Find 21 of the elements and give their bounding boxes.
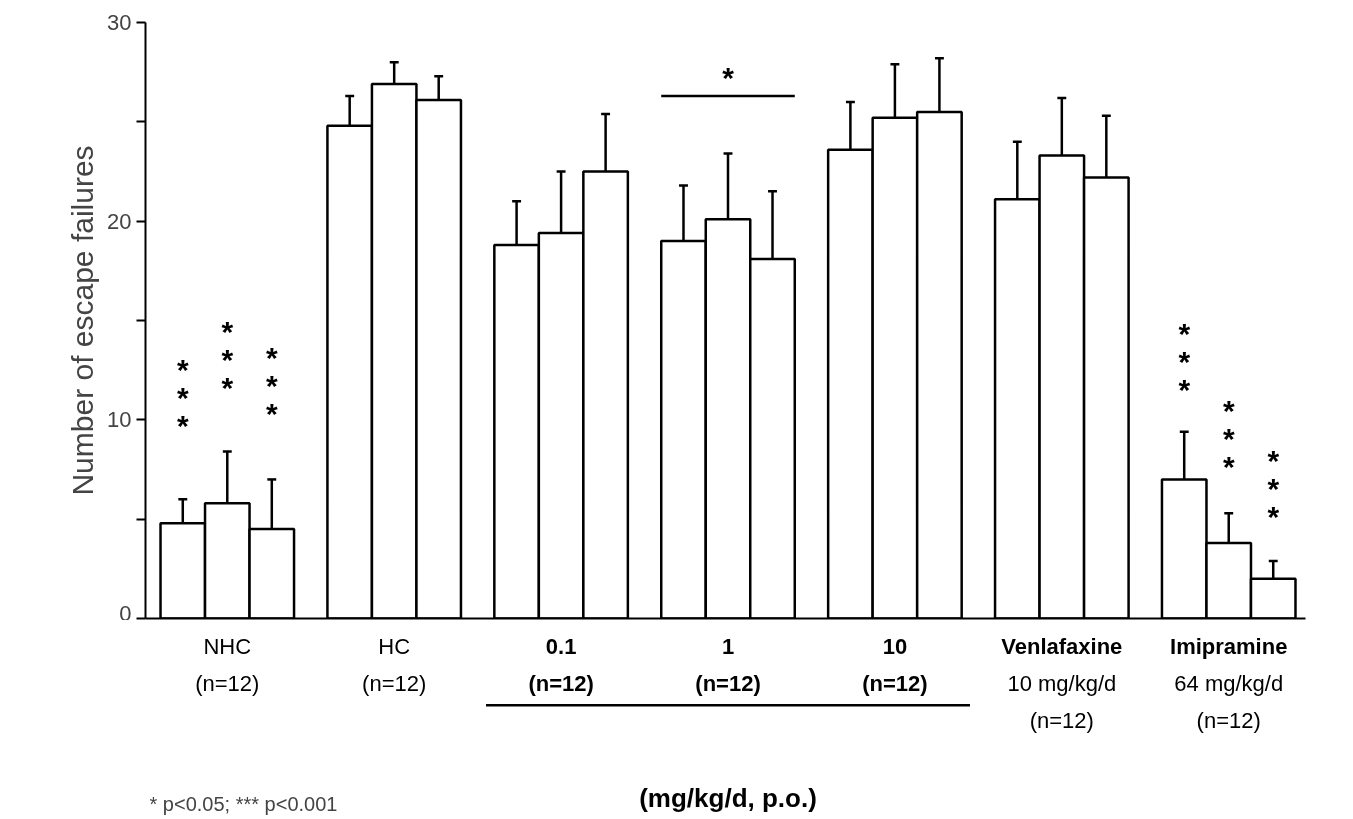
x-tick-label: Imipramine 64 mg/kg/d (n=12) [1170, 633, 1288, 734]
annotation: *** [1222, 394, 1235, 484]
annotation: *** [176, 352, 189, 442]
annotation: * [722, 61, 735, 95]
annotation: *** [221, 314, 234, 404]
y-tick-label: 30 [107, 10, 132, 35]
x-tick-label: NHC (n=12) [195, 633, 260, 697]
annotation: *** [1267, 443, 1280, 534]
annotation: *** [1178, 316, 1191, 406]
x-tick-label: 0.1 (n=12) [528, 633, 594, 697]
x-axis-title: (mg/kg/d, p.o.) [639, 782, 817, 813]
annotation: *** [265, 340, 278, 430]
x-tick-label: HC (n=12) [362, 633, 427, 697]
y-axis-title: Number of escape failures [66, 145, 100, 496]
y-tick-label: 10 [107, 407, 132, 433]
y-tick-label: 0 [119, 600, 132, 626]
x-tick-label: 1 (n=12) [695, 633, 761, 697]
x-tick-label: Venlafaxine 10 mg/kg/d (n=12) [1001, 633, 1123, 734]
x-tick-label: 10 (n=12) [862, 633, 928, 697]
y-tick-label: 20 [107, 208, 132, 234]
text: * p<0.05; *** p<0.001 [149, 792, 338, 815]
